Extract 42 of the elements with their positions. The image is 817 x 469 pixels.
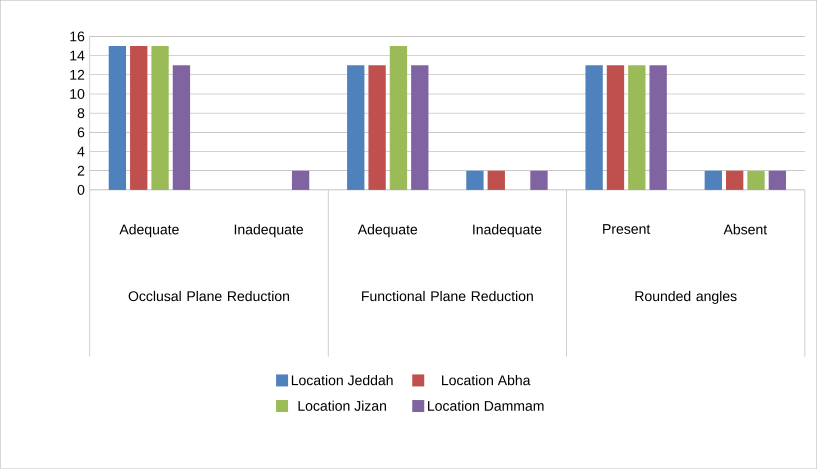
bar [172, 65, 190, 190]
bar [347, 65, 364, 190]
y-tick-label: 10 [70, 89, 84, 100]
x-tick-label: Adequate [119, 224, 179, 238]
bar [466, 170, 484, 190]
y-tick-label: 12 [70, 70, 84, 80]
y-tick-label: 6 [78, 127, 84, 138]
bar [649, 65, 667, 190]
legend-label: Location Jizan [298, 400, 386, 411]
legend-label: Location Dammam [428, 400, 544, 411]
x-tick-label: Present [603, 224, 650, 234]
y-tick-label: 14 [70, 50, 84, 61]
bar [292, 170, 310, 190]
bar [726, 170, 744, 190]
y-tick-label: 4 [77, 146, 84, 156]
bar [747, 170, 765, 190]
bar [606, 65, 624, 190]
bar [390, 46, 408, 190]
bar [768, 170, 786, 190]
y-tick-label: 0 [78, 185, 84, 195]
x-tick-label: Adequate [358, 224, 418, 238]
bar [530, 170, 548, 190]
y-tick-label: 2 [78, 166, 84, 176]
bar [108, 46, 126, 190]
bar [130, 46, 148, 190]
bar [368, 65, 386, 190]
legend-label: Location Abha [442, 375, 530, 386]
y-tick-label: 8 [78, 108, 84, 118]
x-tick-label: Inadequate [234, 224, 303, 238]
bar [704, 170, 722, 190]
bar [151, 46, 169, 190]
bar [628, 65, 646, 190]
text: Functional Plane Reduction [362, 290, 533, 302]
y-tick-label: 16 [70, 32, 84, 42]
bar [411, 65, 428, 190]
x-tick-label: Absent [724, 224, 768, 235]
x-tick-label: Inadequate [473, 224, 542, 238]
text: Occlusal Plane Reduction [128, 290, 290, 302]
bar [585, 65, 603, 190]
legend-label: Location Jeddah [292, 375, 393, 386]
bar [488, 170, 505, 190]
text: Rounded angles [635, 290, 737, 304]
